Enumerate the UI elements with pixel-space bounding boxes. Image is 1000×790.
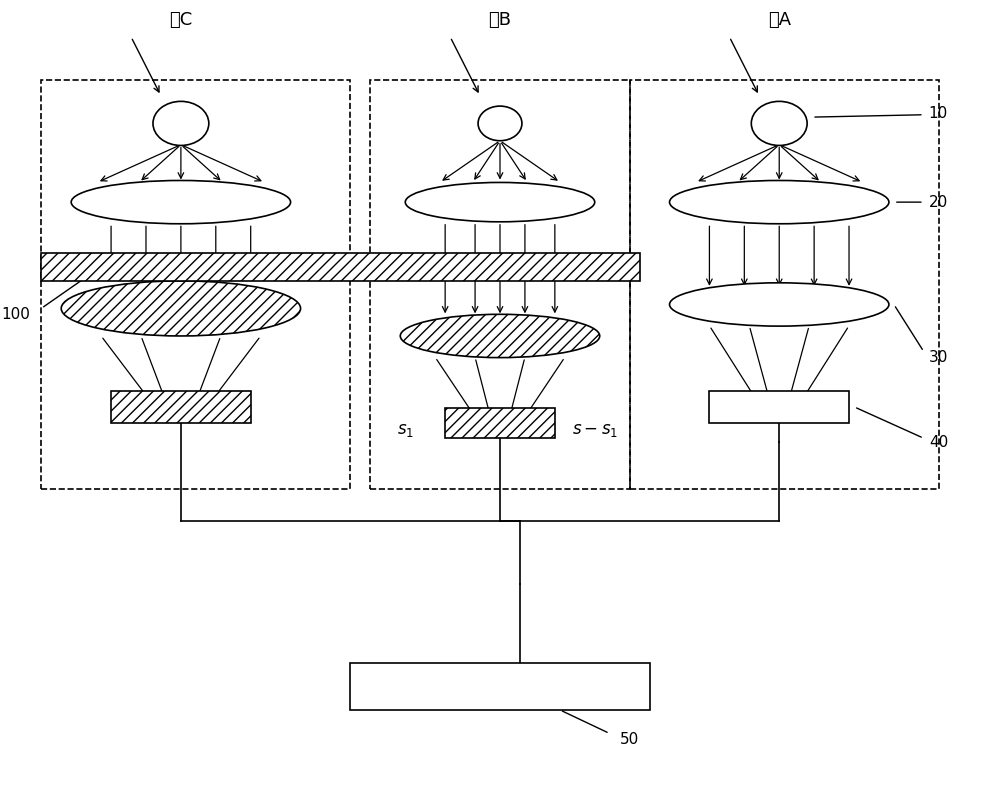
Ellipse shape [71, 180, 291, 224]
Text: 30: 30 [929, 350, 948, 365]
Bar [41, 80, 350, 490]
Bar [41, 254, 640, 281]
Text: 组B: 组B [488, 11, 512, 29]
Text: 100: 100 [1, 307, 30, 322]
Text: 10: 10 [929, 106, 948, 121]
Text: 50: 50 [620, 732, 639, 747]
Bar [630, 80, 939, 490]
Bar [370, 80, 630, 490]
Bar [709, 391, 849, 423]
Bar [445, 408, 555, 438]
Text: $s_1$: $s_1$ [397, 421, 414, 439]
Bar [350, 663, 650, 710]
Text: 组C: 组C [169, 11, 193, 29]
Text: $s-s_1$: $s-s_1$ [572, 421, 618, 439]
Text: 20: 20 [929, 194, 948, 209]
Ellipse shape [61, 281, 301, 336]
Ellipse shape [670, 283, 889, 326]
Ellipse shape [400, 314, 600, 358]
Bar [111, 391, 251, 423]
Ellipse shape [405, 182, 595, 222]
Ellipse shape [670, 180, 889, 224]
Text: 40: 40 [929, 435, 948, 450]
Text: 组A: 组A [768, 11, 791, 29]
